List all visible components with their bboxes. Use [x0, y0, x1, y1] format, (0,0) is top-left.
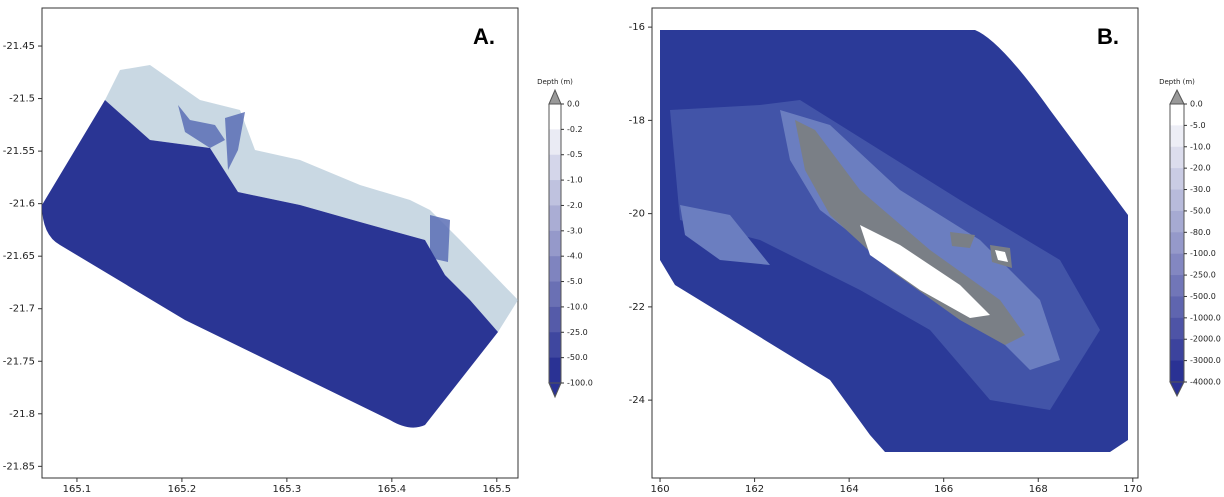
colorbar-label: -50.0 — [1190, 206, 1211, 215]
panel-label: B. — [1097, 24, 1119, 49]
x-tick-label: 164 — [840, 484, 859, 493]
y-tick-label: -21.45 — [3, 41, 35, 52]
colorbar-band — [549, 180, 561, 206]
colorbar-extend-bottom — [548, 382, 562, 399]
colorbar-extend-bottom — [1169, 381, 1185, 398]
colorbar-label: -80.0 — [1190, 228, 1211, 237]
colorbar-label: -1000.0 — [1190, 313, 1221, 322]
colorbar-extend-top — [548, 88, 562, 105]
x-tick-label: 165.1 — [63, 484, 92, 493]
colorbar-label: -250.0 — [1190, 271, 1216, 280]
colorbar-label: -3000.0 — [1190, 356, 1221, 365]
colorbar-band — [1170, 296, 1184, 319]
colorbar-label: -3.0 — [567, 226, 583, 235]
colorbar-band — [549, 332, 561, 359]
colorbar-label: -10.0 — [1190, 142, 1211, 151]
colorbar-label: -20.0 — [1190, 164, 1211, 173]
colorbar-label: -2.0 — [567, 201, 583, 210]
y-tick-label: -21.8 — [9, 409, 35, 420]
colorbar-band — [1170, 125, 1184, 148]
colorbar-band — [1170, 210, 1184, 233]
y-tick-label: -21.65 — [3, 251, 35, 262]
colorbar-band — [1170, 360, 1184, 383]
colorbar-band — [549, 306, 561, 333]
island — [795, 120, 1025, 345]
x-tick-label: 166 — [934, 484, 953, 493]
y-tick-label: -21.55 — [3, 146, 35, 157]
x-tick-label: 165.5 — [482, 484, 511, 493]
colorbar-frame — [548, 103, 562, 384]
colorbar-label: -0.2 — [567, 125, 583, 134]
x-tick-label: 168 — [1029, 484, 1048, 493]
colorbar-label: -4.0 — [567, 252, 583, 261]
colorbar-band — [1170, 168, 1184, 191]
colorbar-label: -100.0 — [1190, 249, 1216, 258]
colorbar-frame — [1169, 103, 1185, 383]
colorbar-band — [549, 104, 561, 130]
colorbar-band — [1170, 275, 1184, 297]
colorbar-band — [549, 205, 561, 232]
colorbar-band — [1170, 146, 1184, 169]
colorbar-label: 0.0 — [567, 100, 580, 109]
colorbar-label: -25.0 — [567, 328, 588, 337]
colorbar-label: -0.5 — [567, 150, 583, 159]
y-tick-label: -24 — [629, 395, 645, 406]
colorbar-label: -100.0 — [567, 379, 593, 388]
deep-water — [42, 100, 498, 428]
x-tick-label: 170 — [1123, 484, 1142, 493]
y-tick-label: -18 — [629, 115, 645, 126]
colorbar-label: -500.0 — [1190, 292, 1216, 301]
colorbar-label: -50.0 — [567, 353, 588, 362]
colorbar-band — [1170, 189, 1184, 212]
colorbar-band — [549, 129, 561, 156]
colorbar-band — [1170, 339, 1184, 362]
colorbar-label: -2000.0 — [1190, 335, 1221, 344]
y-tick-label: -21.5 — [9, 94, 35, 105]
x-tick-label: 165.3 — [273, 484, 302, 493]
colorbar-band — [549, 230, 561, 257]
y-tick-label: -21.7 — [9, 304, 35, 315]
x-tick-label: 162 — [745, 484, 764, 493]
x-tick-label: 160 — [650, 484, 669, 493]
colorbar-label: -4000.0 — [1190, 378, 1221, 387]
colorbar-label: -5.0 — [567, 277, 583, 286]
island-high — [860, 225, 1008, 318]
x-tick-label: 165.2 — [168, 484, 197, 493]
colorbar-band — [549, 281, 561, 308]
colorbar-band — [1170, 104, 1184, 126]
colorbar-label: -30.0 — [1190, 185, 1211, 194]
x-tick-label: 165.4 — [378, 484, 407, 493]
colorbar-band — [1170, 232, 1184, 255]
colorbar-label: 0.0 — [1190, 100, 1203, 109]
colorbar-band — [549, 154, 561, 181]
colorbar-band — [549, 357, 561, 384]
y-tick-label: -20 — [629, 209, 645, 220]
colorbar-band — [549, 256, 561, 283]
colorbar-label: -10.0 — [567, 302, 588, 311]
y-tick-label: -21.75 — [3, 356, 35, 367]
colorbar-label: -5.0 — [1190, 121, 1206, 130]
y-tick-label: -21.85 — [3, 461, 35, 472]
colorbar-extend-top — [1169, 88, 1185, 105]
colorbar-title: Depth (m) — [1159, 78, 1195, 86]
y-tick-label: -21.6 — [9, 199, 35, 210]
panel-label: A. — [473, 24, 495, 49]
map-a — [41, 7, 519, 479]
colorbar-band — [1170, 253, 1184, 276]
y-tick-label: -16 — [629, 22, 645, 33]
colorbar-band — [1170, 317, 1184, 340]
map-b — [651, 7, 1139, 479]
y-tick-label: -22 — [629, 302, 645, 313]
colorbar-title: Depth (m) — [537, 78, 573, 86]
colorbar-label: -1.0 — [567, 176, 583, 185]
